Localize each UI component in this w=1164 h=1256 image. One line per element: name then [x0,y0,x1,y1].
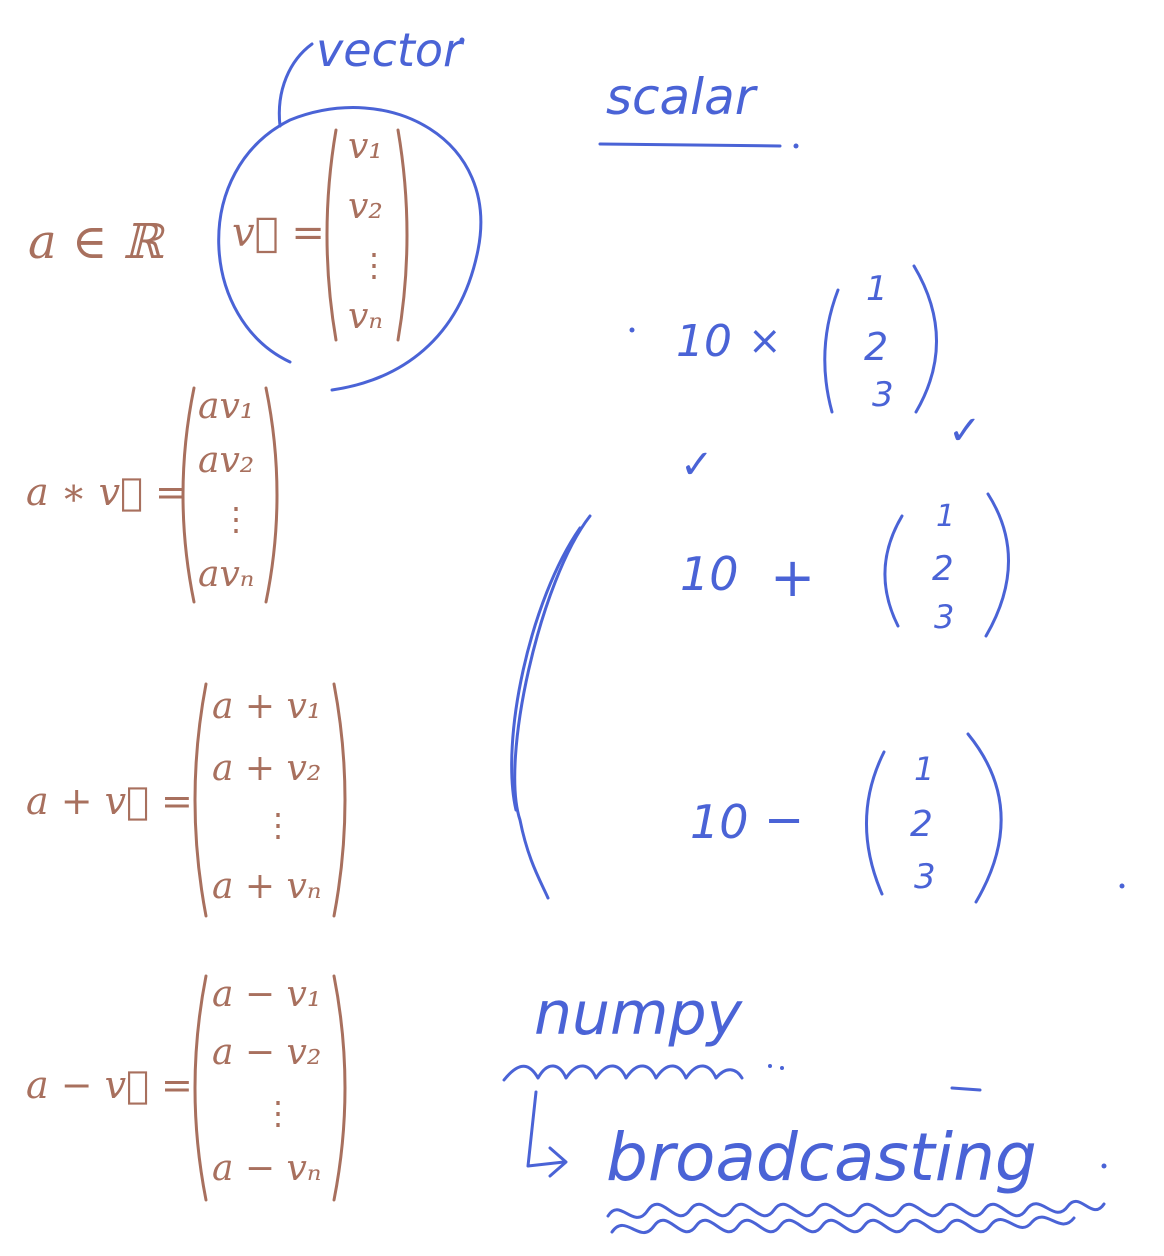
scalar-subtraction-left-paren [193,974,208,1202]
scalar-addition-left-paren [193,682,208,918]
example-addition-checkmark: ✓ [680,442,714,488]
ink-dot [1101,1163,1107,1169]
scalar-subtraction: a − v⃗ = a − v₁ a − v₂ ⋮ a − vₙ [26,974,347,1202]
vector-left-paren [325,128,338,342]
scalar-addition-entry: a + vₙ [212,866,321,907]
ink-dot [459,37,465,43]
example-subtraction-scalar: 10 [690,795,749,849]
scalar-multiplication-entry: av₁ [198,386,254,427]
scalar-addition-entry: a + v₁ [212,686,321,727]
scalar-addition-entry: a + v₂ [212,748,321,789]
vector-entry: v₁ [348,126,383,167]
vector-definition-lhs: v⃗ = [232,210,325,256]
broadcasting-overline-accent [950,1086,982,1092]
scalar-multiplication-entry: avₙ [198,554,254,595]
vector-circle-annotation [217,106,483,392]
example-addition-entry: 2 [932,549,954,589]
example-subtraction-left-paren [865,750,886,896]
example-addition-right-paren [984,492,1010,638]
vector-entry: ⋮ [358,246,390,284]
example-subtraction-right-paren [966,732,1003,904]
numpy-annotation: numpy [502,979,784,1082]
scalar-multiplication: a ∗ v⃗ = av₁ av₂ ⋮ avₙ [26,386,279,604]
ink-dot [793,143,799,149]
example-multiplication-checkmark: ✓ [948,408,982,454]
set-membership-expression: a ∈ ℝ [28,214,166,270]
ink-dot [629,327,635,333]
scalar-multiplication-right-paren [264,386,279,604]
vector-right-paren [396,128,409,342]
broadcasting-wavy-underline-second [610,1215,1076,1234]
scalar-addition-right-paren [332,682,347,918]
example-multiplication-scalar: 10 [676,316,732,367]
vector-label: vector [316,23,465,77]
example-multiplication-operator: × [748,318,782,364]
numpy-to-broadcasting-arrow [526,1090,566,1168]
numpy-label: numpy [534,979,744,1049]
scalar-subtraction-right-paren [332,974,347,1202]
scalar-addition-entry: ⋮ [262,806,294,844]
example-addition-left-paren [883,514,904,628]
vector-label-leader [277,42,314,128]
scalar-addition: a + v⃗ = a + v₁ a + v₂ ⋮ a + vₙ [26,682,347,918]
vector-definition: v⃗ = v₁ v₂ ⋮ vₙ [232,126,409,342]
grouping-bracket [513,514,592,900]
example-addition: 10 + 1 2 3 [680,492,1010,638]
example-multiplication-right-paren [912,264,938,414]
scalar-multiplication-left-paren [181,386,196,604]
example-addition-entry: 3 [934,598,954,636]
example-subtraction-entry: 3 [914,857,936,897]
example-subtraction-operator: − [764,792,804,848]
grouping-bracket-inner [510,526,582,812]
scalar-label: scalar [606,68,759,126]
scalar-multiplication-entry: ⋮ [220,500,252,538]
scalar-subtraction-entry: a − v₂ [212,1032,321,1073]
example-subtraction: 10 − 1 2 3 [690,732,1125,904]
example-subtraction-entry: 2 [910,804,933,845]
scalar-multiplication-entry: av₂ [198,440,254,481]
scalar-addition-lhs: a + v⃗ = [26,779,193,823]
ink-dot [780,1066,784,1070]
scalar-subtraction-entry: ⋮ [262,1094,294,1132]
example-multiplication-entry: 3 [872,375,894,415]
ink-dot [768,1064,772,1068]
broadcasting-wavy-underline [606,1199,1106,1219]
scalar-subtraction-entry: a − vₙ [212,1148,321,1189]
example-subtraction-entry: 1 [914,750,934,788]
example-addition-entry: 1 [936,499,955,534]
example-multiplication-entry: 2 [864,325,888,369]
ink-dot [1119,883,1125,889]
broadcasting-label: broadcasting [606,1119,1037,1196]
example-addition-scalar: 10 [680,547,739,601]
scalar-underline [598,142,782,148]
example-addition-operator: + [770,546,815,609]
vector-entry: vₙ [348,296,383,337]
arrow-head [548,1146,568,1178]
scalar-multiplication-lhs: a ∗ v⃗ = [26,470,187,514]
example-multiplication-left-paren [823,288,840,414]
scalar-subtraction-entry: a − v₁ [212,974,321,1015]
numpy-squiggle-underline [502,1064,744,1082]
scalar-subtraction-lhs: a − v⃗ = [26,1063,193,1107]
broadcasting-annotation: broadcasting [606,1086,1107,1234]
vector-entry: v₂ [348,186,383,227]
example-multiplication: 10 × 1 2 3 ✓ [629,264,982,454]
example-multiplication-entry: 1 [866,269,888,309]
